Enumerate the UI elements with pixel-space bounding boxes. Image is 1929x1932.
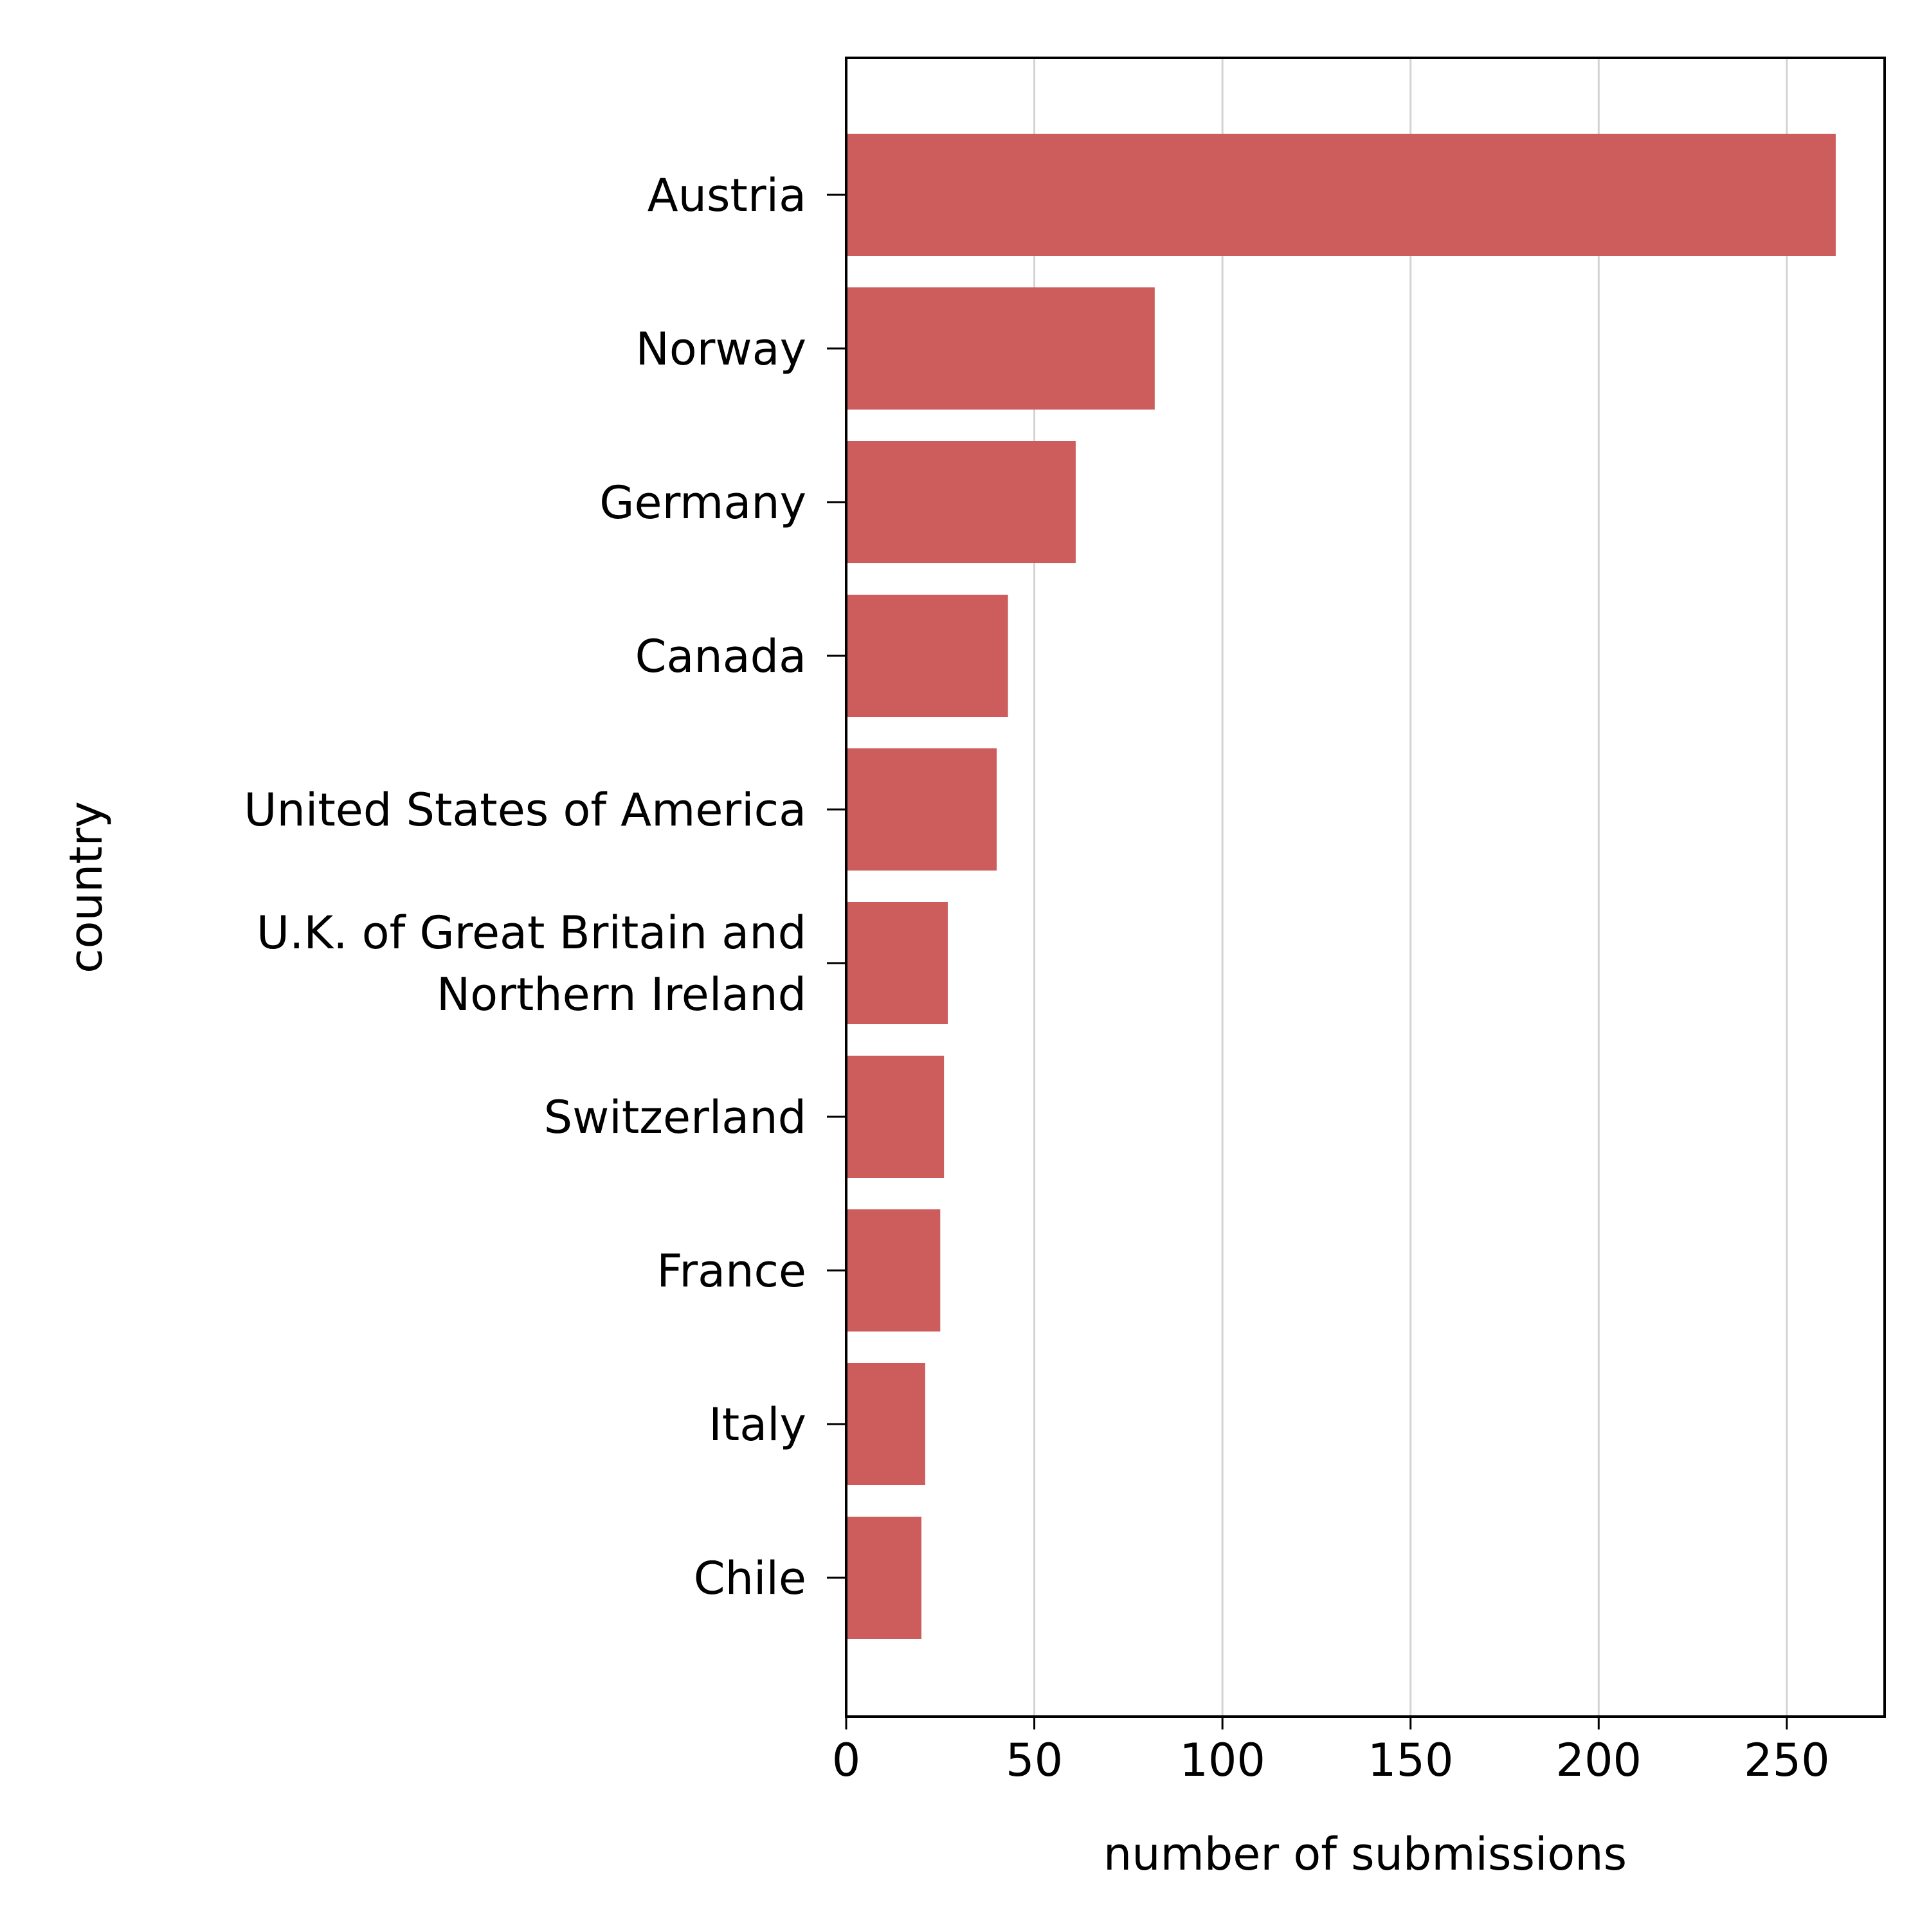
bar — [846, 1363, 925, 1485]
bars — [846, 134, 1836, 1639]
bar — [846, 1517, 922, 1639]
y-tick-label: Norway — [635, 323, 806, 375]
x-axis-label: number of submissions — [1103, 1828, 1627, 1881]
x-tick-label: 200 — [1555, 1734, 1642, 1787]
y-tick-label: Canada — [635, 630, 806, 683]
y-axis-ticks: Austria Norway Germany Canada United States … — [244, 169, 846, 1605]
y-tick-label: Chile — [694, 1552, 806, 1605]
bar — [846, 1056, 945, 1178]
plot-frame — [845, 57, 1886, 1718]
y-tick-label: Switzerland — [544, 1091, 806, 1144]
y-tick-label: U.K. of Great Britain and Northern Irelan… — [257, 907, 806, 1021]
x-tick-label: 50 — [1006, 1734, 1063, 1787]
bar — [846, 902, 948, 1024]
bar — [846, 595, 1008, 717]
x-tick-label: 150 — [1368, 1734, 1454, 1787]
x-axis-ticks: 0 50 100 150 200 250 — [832, 1717, 1830, 1787]
y-tick-label: Italy — [709, 1398, 806, 1451]
y-tick-label: Germany — [599, 476, 806, 529]
bar — [846, 441, 1076, 563]
x-tick-label: 250 — [1744, 1734, 1830, 1787]
y-tick-label: Austria — [648, 169, 806, 222]
y-tick-label: United States of America — [244, 784, 806, 836]
bar — [846, 287, 1155, 410]
grid-lines — [1033, 58, 1788, 1717]
bar — [846, 748, 997, 871]
x-tick-label: 0 — [832, 1734, 861, 1787]
bar — [846, 134, 1836, 256]
bar — [846, 1209, 941, 1332]
y-axis-label: country — [60, 801, 113, 973]
x-tick-label: 100 — [1179, 1734, 1265, 1787]
y-tick-label: France — [657, 1245, 806, 1297]
